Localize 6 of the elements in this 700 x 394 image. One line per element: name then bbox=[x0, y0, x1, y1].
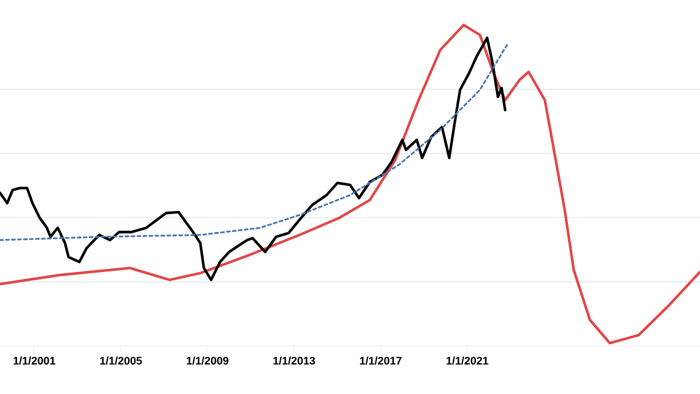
x-tick-label: 1/1/2013 bbox=[273, 356, 316, 365]
x-tick-label: 1/1/2021 bbox=[446, 356, 488, 365]
x-tick-label: 1/1/2005 bbox=[100, 356, 142, 365]
x-tick-label: 1/1/2001 bbox=[14, 356, 56, 365]
x-tick-label: 1/1/2017 bbox=[360, 356, 402, 365]
x-tick-label: 1/1/2009 bbox=[186, 356, 228, 365]
